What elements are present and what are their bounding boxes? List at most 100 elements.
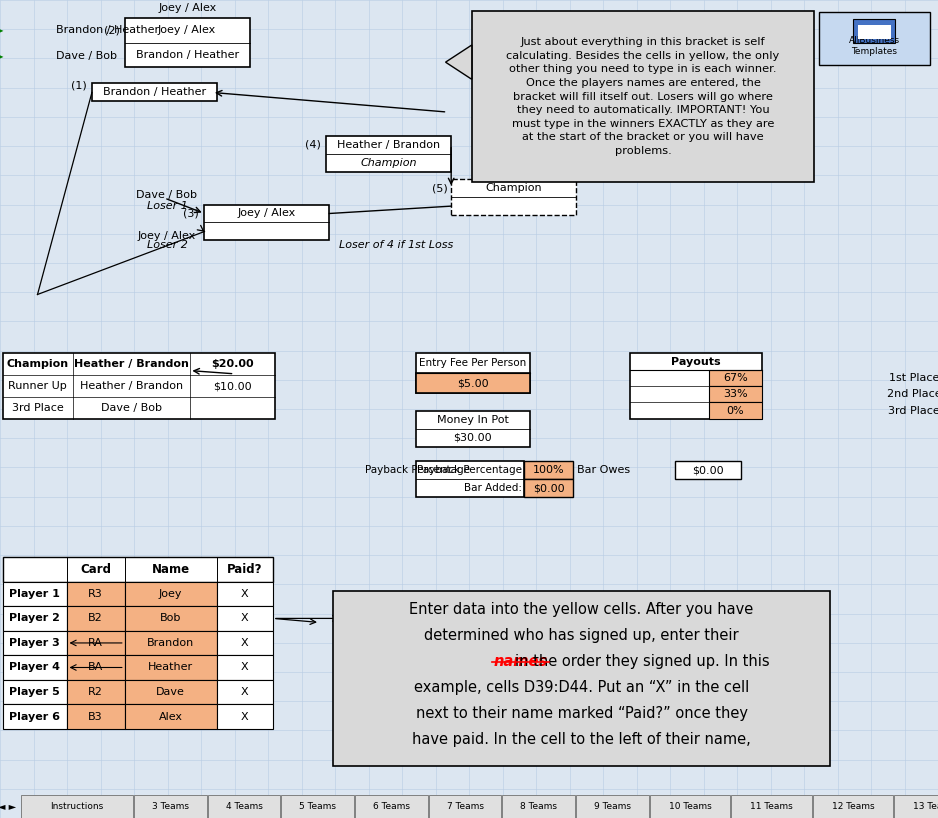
Bar xyxy=(472,11,814,182)
Text: 1st Place: 1st Place xyxy=(889,373,938,383)
Text: 3rd Place: 3rd Place xyxy=(11,403,64,413)
Text: Player 4: Player 4 xyxy=(9,663,60,672)
Text: Player 5: Player 5 xyxy=(9,687,60,697)
Bar xyxy=(3,582,67,606)
Bar xyxy=(326,136,451,172)
Text: Champion: Champion xyxy=(360,158,417,168)
Bar xyxy=(894,795,938,818)
Text: Loser of 4 if 1st Loss: Loser of 4 if 1st Loss xyxy=(339,240,453,249)
Bar xyxy=(416,373,530,393)
Bar xyxy=(524,461,573,479)
Text: Champion: Champion xyxy=(485,183,542,193)
Bar xyxy=(125,18,250,67)
Bar xyxy=(21,795,133,818)
Bar xyxy=(217,631,273,655)
Bar xyxy=(709,370,762,386)
Text: 2nd Place: 2nd Place xyxy=(886,389,938,399)
Text: 67%: 67% xyxy=(723,373,748,383)
Bar xyxy=(732,795,811,818)
Text: X: X xyxy=(241,712,249,721)
Text: Alex: Alex xyxy=(159,712,183,721)
Bar xyxy=(217,582,273,606)
Bar xyxy=(819,12,930,65)
Bar xyxy=(67,631,125,655)
Text: example, cells D39:D44. Put an “X” in the cell: example, cells D39:D44. Put an “X” in th… xyxy=(414,680,749,695)
Text: Joey / Alex: Joey / Alex xyxy=(158,25,217,35)
Text: X: X xyxy=(241,687,249,697)
Text: (2): (2) xyxy=(104,25,120,35)
Bar xyxy=(3,631,67,655)
Text: Bar Owes: Bar Owes xyxy=(577,465,630,475)
Bar xyxy=(67,704,125,729)
Text: 7 Teams: 7 Teams xyxy=(446,802,483,811)
Text: Bob: Bob xyxy=(160,614,181,623)
Text: Dave / Bob: Dave / Bob xyxy=(56,52,117,61)
Text: (4): (4) xyxy=(305,140,321,150)
Text: X: X xyxy=(241,663,249,672)
Bar xyxy=(709,402,762,419)
Bar xyxy=(3,606,67,631)
Text: (3): (3) xyxy=(183,209,199,218)
Text: $5.00: $5.00 xyxy=(457,378,489,389)
Text: Instructions: Instructions xyxy=(51,802,103,811)
Bar xyxy=(416,411,530,447)
Text: Name: Name xyxy=(152,563,189,576)
Text: 12 Teams: 12 Teams xyxy=(832,802,874,811)
Text: Heather: Heather xyxy=(148,663,193,672)
Bar xyxy=(416,461,524,497)
Bar xyxy=(451,179,576,215)
Text: Brandon / Heather: Brandon / Heather xyxy=(103,88,205,97)
Bar xyxy=(204,204,329,240)
Text: in the order they signed up. In this: in the order they signed up. In this xyxy=(515,654,770,669)
Text: $0.00: $0.00 xyxy=(533,483,565,493)
Bar xyxy=(503,795,575,818)
Text: Paid?: Paid? xyxy=(227,563,263,576)
Bar xyxy=(675,461,741,479)
Text: 10 Teams: 10 Teams xyxy=(669,802,711,811)
Bar xyxy=(67,582,125,606)
Text: $20.00: $20.00 xyxy=(211,359,254,369)
Bar xyxy=(524,479,573,497)
Text: Player 1: Player 1 xyxy=(9,589,60,599)
Text: Enter data into the yellow cells. After you have: Enter data into the yellow cells. After … xyxy=(409,603,754,618)
Bar xyxy=(853,19,895,43)
Bar xyxy=(134,795,207,818)
Bar xyxy=(429,795,501,818)
Text: R3: R3 xyxy=(88,589,103,599)
Text: 100%: 100% xyxy=(533,465,565,475)
Bar xyxy=(217,704,273,729)
Text: Dave / Bob: Dave / Bob xyxy=(100,403,162,413)
Text: Champion: Champion xyxy=(7,359,68,369)
Bar xyxy=(857,25,890,39)
Text: Joey: Joey xyxy=(159,589,183,599)
Bar xyxy=(576,795,649,818)
Text: 11 Teams: 11 Teams xyxy=(750,802,793,811)
Text: Payback Percentage: Payback Percentage xyxy=(417,465,522,475)
Text: Joey / Alex: Joey / Alex xyxy=(138,231,196,241)
Text: 3 Teams: 3 Teams xyxy=(152,802,189,811)
Text: Bar Added:: Bar Added: xyxy=(464,483,522,493)
Text: Brandon: Brandon xyxy=(147,638,194,648)
Text: Player 3: Player 3 xyxy=(9,638,60,648)
Text: 33%: 33% xyxy=(723,389,748,399)
Text: (5): (5) xyxy=(431,183,447,193)
Bar xyxy=(649,795,730,818)
Text: names: names xyxy=(493,654,548,669)
Bar xyxy=(217,655,273,680)
Text: 8 Teams: 8 Teams xyxy=(521,802,557,811)
Text: next to their name marked “Paid?” once they: next to their name marked “Paid?” once t… xyxy=(416,706,748,721)
Text: determined who has signed up, enter their: determined who has signed up, enter thei… xyxy=(424,628,739,643)
Text: Brandon / Heather: Brandon / Heather xyxy=(136,50,238,60)
Text: Money In Pot: Money In Pot xyxy=(437,415,508,425)
Text: ◄ ►: ◄ ► xyxy=(0,802,16,811)
Bar xyxy=(630,353,762,419)
Bar xyxy=(67,655,125,680)
Bar xyxy=(812,795,893,818)
Text: Loser 2: Loser 2 xyxy=(146,240,188,249)
Bar xyxy=(67,680,125,704)
Text: Heather / Brandon: Heather / Brandon xyxy=(80,381,183,391)
Bar xyxy=(709,386,762,402)
Bar xyxy=(281,795,355,818)
Bar xyxy=(125,704,217,729)
Text: Heather / Brandon: Heather / Brandon xyxy=(338,140,440,150)
